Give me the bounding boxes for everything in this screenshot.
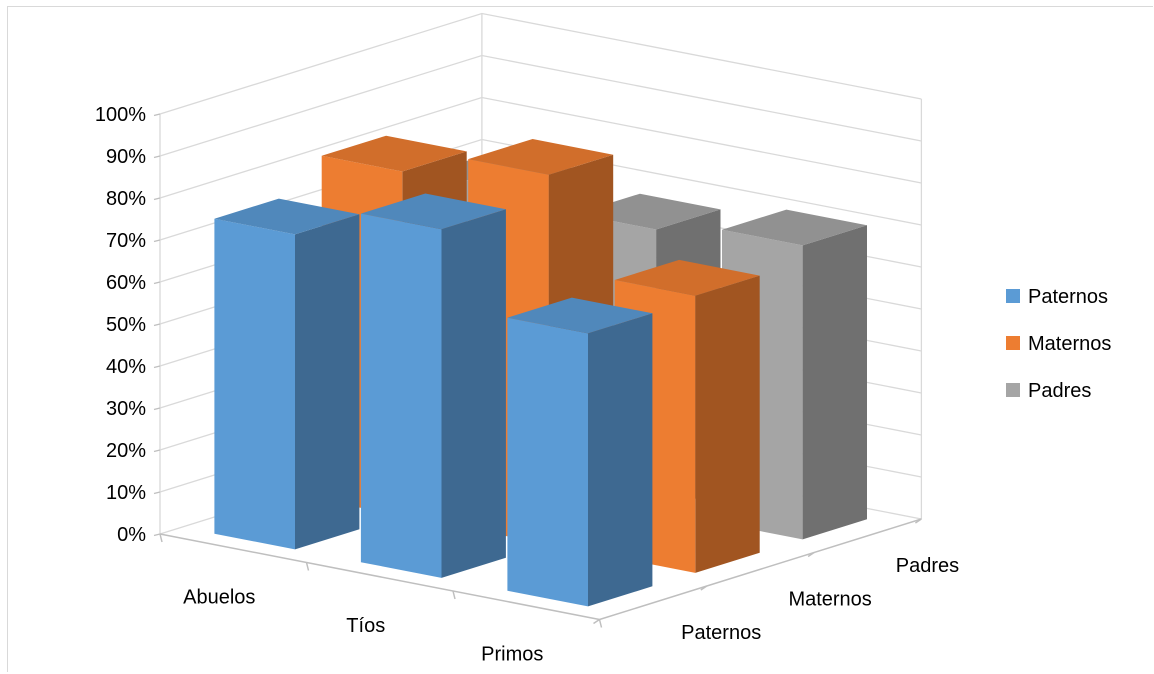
category-label-tios: Tíos (346, 615, 385, 637)
value-tick-label: 60% (106, 272, 146, 294)
value-tick-5 (153, 323, 161, 327)
value-tick-label: 30% (106, 398, 146, 420)
value-tick-label: 50% (106, 314, 146, 336)
axis-labels: 0% 10% 20% 30% 40% 50% 60% 70% 80% 90% 100% Abuelos… (95, 104, 959, 665)
bar-top (321, 135, 467, 172)
bar-side (695, 275, 760, 573)
category-label-abuelos: Abuelos (183, 586, 255, 608)
value-tick-8 (153, 197, 161, 201)
value-tick-label: 70% (106, 230, 146, 252)
depth-label-paternos: Paternos (681, 622, 761, 644)
bar-front (507, 317, 588, 607)
value-tick-label: 80% (106, 188, 146, 210)
legend-label: Maternos (1028, 333, 1111, 355)
bars (214, 135, 867, 607)
bar-top (468, 139, 614, 175)
category-tick-3 (598, 619, 603, 628)
axes (153, 113, 922, 628)
value-tick-7 (153, 239, 161, 243)
legend-label: Paternos (1028, 286, 1108, 308)
value-tick-10 (153, 113, 161, 117)
legend-entry-padres: Padres (1006, 380, 1091, 402)
bar-side (441, 209, 506, 578)
chart-frame (7, 6, 1153, 672)
legend-swatch (1006, 289, 1020, 303)
value-tick-2 (153, 449, 161, 453)
legend: Paternos Maternos Padres (1006, 286, 1111, 402)
depth-tick-2 (807, 551, 815, 558)
legend-swatch (1006, 383, 1020, 397)
gridline-10 (159, 12, 922, 115)
value-tick-0 (153, 533, 161, 537)
depth-tick-3 (914, 518, 922, 524)
value-tick-label: 0% (117, 524, 146, 546)
category-axis (159, 533, 600, 621)
value-tick-label: 100% (95, 104, 146, 126)
bar-front (360, 213, 442, 578)
value-tick-4 (153, 365, 161, 369)
category-label-primos: Primos (481, 643, 543, 665)
depth-label-padres: Padres (896, 555, 959, 577)
depth-axis (599, 518, 922, 621)
legend-label: Padres (1028, 380, 1091, 402)
depth-tick-1 (700, 585, 708, 591)
bar-side (295, 214, 360, 550)
bar-top (722, 209, 867, 246)
value-tick-label: 40% (106, 356, 146, 378)
category-tick-1 (305, 562, 310, 571)
bar-front (214, 218, 295, 550)
bar-paternos-tios (360, 193, 506, 578)
bar-top (614, 259, 760, 296)
depth-tick-0 (593, 618, 600, 625)
legend-swatch (1006, 336, 1020, 350)
value-tick-label: 20% (106, 440, 146, 462)
bar-side (588, 313, 653, 607)
bar-top (214, 198, 360, 235)
value-tick-3 (153, 407, 161, 411)
bar-top (507, 297, 653, 334)
value-tick-9 (153, 155, 161, 159)
legend-entry-maternos: Maternos (1006, 333, 1111, 355)
bar-top (360, 193, 506, 230)
value-tick-6 (153, 281, 161, 285)
bar-paternos-abuelos (214, 198, 360, 550)
value-tick-label: 10% (106, 482, 146, 504)
category-tick-2 (452, 590, 456, 600)
value-tick-label: 90% (106, 146, 146, 168)
category-tick-0 (159, 533, 163, 543)
bar-side (802, 225, 867, 540)
value-tick-1 (153, 491, 161, 495)
bar-paternos-primos (507, 297, 653, 607)
depth-label-maternos: Maternos (788, 588, 871, 610)
legend-entry-paternos: Paternos (1006, 286, 1108, 308)
